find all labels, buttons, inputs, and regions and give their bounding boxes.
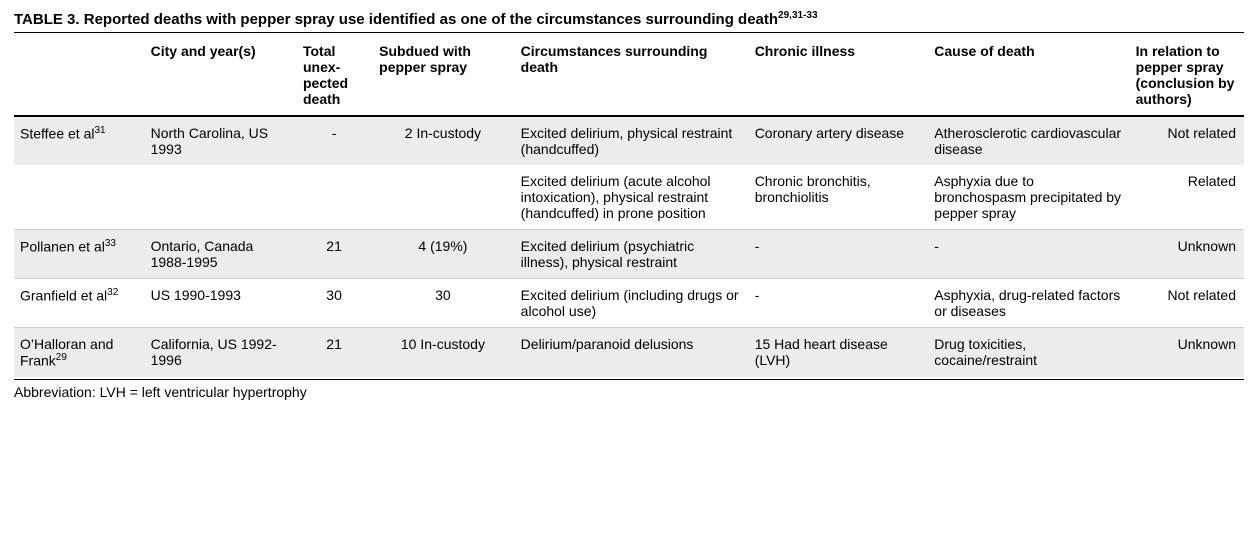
cell-cause: Asphyxia, drug-related factors or diseas…	[928, 279, 1129, 328]
table-number: TABLE 3.	[14, 11, 80, 28]
cell-city: California, US 1992-1996	[145, 328, 297, 377]
cell-chronic: Chronic bronchitis, bronchiolitis	[749, 165, 929, 230]
author-name: Pollanen et al	[20, 239, 105, 255]
author-ref: 32	[107, 287, 118, 298]
cell-subdued: 2 In-custody	[373, 116, 515, 165]
author-ref: 33	[105, 238, 116, 249]
cell-chronic: 15 Had heart disease (LVH)	[749, 328, 929, 377]
cell-relation: Related	[1130, 165, 1244, 230]
col-header-city: City and year(s)	[145, 35, 297, 116]
cell-total	[297, 165, 373, 230]
cell-total: 21	[297, 328, 373, 377]
table-caption: Reported deaths with pepper spray use id…	[84, 11, 778, 28]
cell-subdued: 4 (19%)	[373, 230, 515, 279]
cell-total: 30	[297, 279, 373, 328]
cell-cause: Asphyxia due to bronchospasm precipitate…	[928, 165, 1129, 230]
col-header-cause: Cause of death	[928, 35, 1129, 116]
cell-author: Steffee et al31	[14, 116, 145, 165]
cell-cause: Atherosclerotic cardiovascular disease	[928, 116, 1129, 165]
cell-subdued	[373, 165, 515, 230]
table-row: Granfield et al32US 1990-19933030Excited…	[14, 279, 1244, 328]
col-header-total: Total unex-pected death	[297, 35, 373, 116]
table-body: Steffee et al31North Carolina, US 1993-2…	[14, 116, 1244, 377]
col-header-subdued: Subdued with pepper spray	[373, 35, 515, 116]
cell-city: US 1990-1993	[145, 279, 297, 328]
cell-chronic: -	[749, 279, 929, 328]
col-header-circumstances: Circumstances surrounding death	[515, 35, 749, 116]
cell-chronic: Coronary artery disease	[749, 116, 929, 165]
cell-author: Granfield et al32	[14, 279, 145, 328]
cell-circumstances: Excited delirium (including drugs or alc…	[515, 279, 749, 328]
cell-relation: Not related	[1130, 116, 1244, 165]
table-title: TABLE 3. Reported deaths with pepper spr…	[14, 10, 1244, 33]
cell-relation: Unknown	[1130, 230, 1244, 279]
table-row: Excited delirium (acute alcohol intoxica…	[14, 165, 1244, 230]
cell-author: Pollanen et al33	[14, 230, 145, 279]
cell-cause: -	[928, 230, 1129, 279]
abbreviation-note: Abbreviation: LVH = left ventricular hyp…	[14, 379, 1244, 400]
author-name: Steffee et al	[20, 126, 94, 142]
col-header-relation: In relation to pepper spray (conclusion …	[1130, 35, 1244, 116]
author-ref: 29	[56, 352, 67, 363]
cell-circumstances: Delirium/paranoid delusions	[515, 328, 749, 377]
cell-relation: Unknown	[1130, 328, 1244, 377]
cell-cause: Drug toxicities, cocaine/restraint	[928, 328, 1129, 377]
cell-circumstances: Excited delirium (psychiatric illness), …	[515, 230, 749, 279]
col-header-author	[14, 35, 145, 116]
cell-author: O’Halloran and Frank29	[14, 328, 145, 377]
author-ref: 31	[94, 125, 105, 136]
cell-total: 21	[297, 230, 373, 279]
cell-city	[145, 165, 297, 230]
header-row: City and year(s) Total unex-pected death…	[14, 35, 1244, 116]
cell-subdued: 10 In-custody	[373, 328, 515, 377]
table-row: Steffee et al31North Carolina, US 1993-2…	[14, 116, 1244, 165]
cell-author	[14, 165, 145, 230]
table-row: O’Halloran and Frank29California, US 199…	[14, 328, 1244, 377]
table-row: Pollanen et al33Ontario, Canada 1988-199…	[14, 230, 1244, 279]
cell-circumstances: Excited delirium (acute alcohol intoxica…	[515, 165, 749, 230]
cell-total: -	[297, 116, 373, 165]
cell-relation: Not related	[1130, 279, 1244, 328]
cell-city: Ontario, Canada 1988-1995	[145, 230, 297, 279]
col-header-chronic: Chronic illness	[749, 35, 929, 116]
cell-city: North Carolina, US 1993	[145, 116, 297, 165]
cell-circumstances: Excited delirium, physical restraint (ha…	[515, 116, 749, 165]
author-name: Granfield et al	[20, 288, 107, 304]
deaths-table: City and year(s) Total unex-pected death…	[14, 35, 1244, 377]
cell-chronic: -	[749, 230, 929, 279]
table-superscript: 29,31-33	[778, 10, 817, 21]
cell-subdued: 30	[373, 279, 515, 328]
